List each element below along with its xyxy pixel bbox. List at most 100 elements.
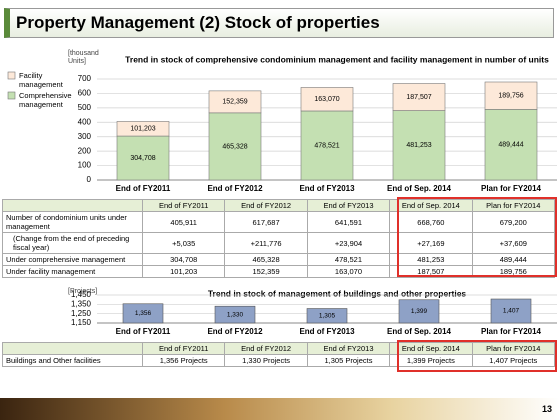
cell: (Change from the end of preceding fiscal… <box>2 232 143 254</box>
x-tick-label: End of FY2011 <box>116 184 171 193</box>
x-tick-label: End of FY2013 <box>299 327 355 336</box>
cell: 163,070 <box>306 265 391 278</box>
y-tick-label: 1,150 <box>71 318 92 327</box>
value-label: 163,070 <box>314 96 339 103</box>
value-label: 101,203 <box>130 126 155 133</box>
cell: 465,328 <box>224 253 308 266</box>
bar-segment <box>392 110 446 181</box>
table: End of FY2011 End of FY2012 End of FY2013 E… <box>2 342 556 367</box>
cell: +5,035 <box>141 232 226 254</box>
cell: 1,330 Projects <box>224 354 308 367</box>
cell: 478,521 <box>306 253 391 266</box>
chart-title: Trend in stock of management of building… <box>208 288 467 298</box>
value-label: 478,521 <box>314 142 339 149</box>
value-label: 489,444 <box>498 142 523 149</box>
value-label: 304,708 <box>130 155 155 162</box>
cell: 101,203 <box>141 265 226 278</box>
value-label: 481,253 <box>406 142 431 149</box>
cell: 304,708 <box>141 253 226 266</box>
x-tick-label: End of FY2011 <box>116 327 171 336</box>
cell: Number of condominium units under manage… <box>2 211 143 233</box>
cell: End of FY2011 <box>141 342 226 355</box>
cell <box>2 342 143 355</box>
bar <box>490 298 532 324</box>
y-tick-label: 300 <box>78 132 92 141</box>
value-label: 465,328 <box>222 143 247 150</box>
bar-segment <box>392 83 446 111</box>
cell: +23,904 <box>306 232 391 254</box>
bar-segment <box>208 90 262 114</box>
footer-bar <box>0 398 560 420</box>
cell: 641,591 <box>306 211 391 233</box>
bar <box>398 299 440 324</box>
cell: 617,687 <box>224 211 308 233</box>
x-tick-label: End of FY2013 <box>299 184 355 193</box>
bar <box>306 308 348 324</box>
x-tick-label: End of FY2012 <box>207 327 263 336</box>
bar-segment <box>208 112 262 181</box>
cell: Plan for FY2014 <box>471 199 556 212</box>
y-tick-label: 1,250 <box>71 309 92 318</box>
y-tick-label: 0 <box>87 175 92 184</box>
cell: Under comprehensive management <box>2 253 143 266</box>
chart: Trend in stock of management of building… <box>71 288 557 336</box>
value-label: 187,507 <box>406 94 431 101</box>
page-number: 13 <box>541 404 552 414</box>
x-tick-label: Plan for FY2014 <box>481 184 542 193</box>
cell: 1,305 Projects <box>306 354 391 367</box>
value-label: 1,330 <box>227 311 244 318</box>
x-tick-label: End of Sep. 2014 <box>387 327 452 336</box>
y-unit: [Projects] <box>68 288 98 295</box>
y-tick-label: 700 <box>78 74 92 83</box>
value-label: 1,407 <box>503 308 520 315</box>
cell: End of FY2012 <box>224 342 308 355</box>
highlight <box>397 197 557 277</box>
legend-swatch <box>7 91 16 100</box>
x-tick-label: End of FY2012 <box>207 184 263 193</box>
y-tick-label: 400 <box>78 117 92 126</box>
y-tick-label: 1,350 <box>71 299 92 308</box>
y-tick-label: 1,450 <box>71 290 92 299</box>
value-label: 1,399 <box>411 308 428 315</box>
cell: End of FY2011 <box>141 199 226 212</box>
highlight <box>397 340 557 372</box>
x-tick-label: Plan for FY2014 <box>481 327 542 336</box>
legend-swatch <box>7 71 16 80</box>
y-tick-label: 600 <box>78 89 92 98</box>
y-unit: [thousand Units] <box>68 50 99 65</box>
cell: 405,911 <box>141 211 226 233</box>
cell: End of FY2012 <box>224 199 308 212</box>
cell: 1,407 Projects <box>471 354 556 367</box>
cell: Plan for FY2014 <box>471 342 556 355</box>
cell: End of FY2013 <box>306 342 391 355</box>
bar-segment <box>300 87 354 112</box>
slide-title: Property Management (2) Stock of propert… <box>4 8 554 38</box>
value-label: 152,359 <box>222 99 247 106</box>
chart: Trend in stock of comprehensive condomin… <box>7 54 557 193</box>
y-tick-label: 100 <box>78 161 92 170</box>
value-label: 1,356 <box>135 310 152 317</box>
value-label: 189,756 <box>498 93 523 100</box>
value-label: 1,305 <box>319 312 336 319</box>
x-tick-label: End of Sep. 2014 <box>387 184 452 193</box>
cell: Buildings and Other facilities <box>2 354 143 367</box>
bar <box>214 305 256 324</box>
cell: +211,776 <box>224 232 308 254</box>
bar-segment <box>484 109 538 181</box>
cell: 1,356 Projects <box>141 354 226 367</box>
chart-title: Trend in stock of comprehensive condomin… <box>125 54 549 64</box>
cell: End of FY2013 <box>306 199 391 212</box>
legend-label: Comprehensive management <box>19 91 72 109</box>
cell: 152,359 <box>224 265 308 278</box>
cell: 189,756 <box>471 265 556 278</box>
legend-label: Facility management <box>19 71 64 89</box>
y-tick-label: 500 <box>78 103 92 112</box>
y-tick-label: 200 <box>78 146 92 155</box>
cell <box>2 199 143 212</box>
table: End of FY2011 End of FY2012 End of FY2013 E… <box>2 199 556 278</box>
bar-segment <box>484 81 538 110</box>
bar <box>122 303 164 324</box>
bar-segment <box>116 121 170 137</box>
cell: Under facility management <box>2 265 143 278</box>
